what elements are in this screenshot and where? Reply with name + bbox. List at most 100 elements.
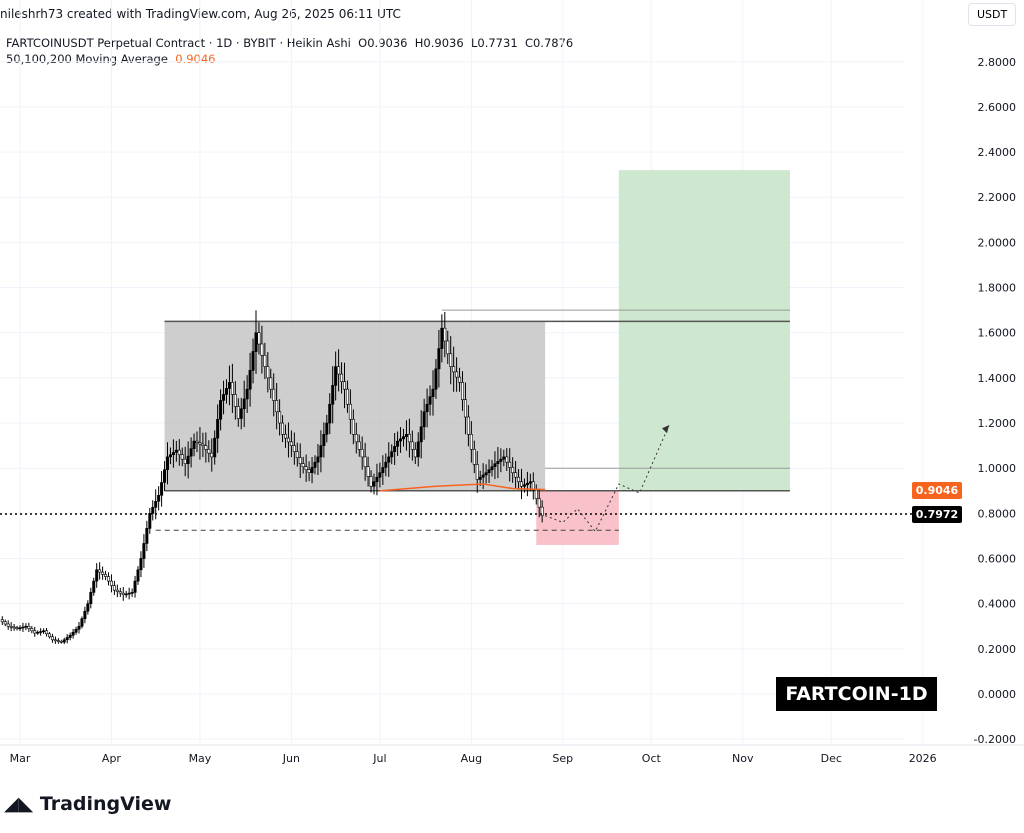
candle <box>446 340 450 355</box>
candle <box>298 457 302 464</box>
candle <box>437 348 441 370</box>
candle <box>18 627 22 630</box>
ma-label: 50,100,200 Moving Average <box>6 52 168 66</box>
currency-button[interactable]: USDT <box>968 3 1017 26</box>
candle <box>310 467 314 474</box>
candle <box>278 411 282 424</box>
candle <box>183 458 187 464</box>
candle <box>404 434 408 437</box>
candle <box>15 627 19 630</box>
candle <box>171 452 175 455</box>
candle <box>3 621 7 625</box>
candle <box>47 633 51 638</box>
candle <box>239 408 243 419</box>
candle <box>514 472 518 478</box>
candle <box>109 580 113 586</box>
candle <box>0 619 4 623</box>
candle <box>86 603 90 612</box>
candle <box>174 449 178 453</box>
y-tick-label: 0.6000 <box>978 553 1017 566</box>
symbol-legend[interactable]: FARTCOINUSDT Perpetual Contract · 1D · B… <box>6 36 573 50</box>
candle <box>157 494 161 502</box>
candle <box>428 396 432 405</box>
candle <box>342 381 346 390</box>
candle <box>257 332 261 345</box>
candle <box>24 625 28 628</box>
projection-arrowhead <box>662 425 669 434</box>
candle <box>325 422 329 435</box>
candle <box>425 403 429 413</box>
candle <box>522 484 526 487</box>
candle <box>133 580 137 593</box>
candle <box>387 456 391 463</box>
candle <box>348 403 352 420</box>
candle <box>331 385 335 405</box>
candle <box>508 461 512 468</box>
candle <box>496 461 500 464</box>
candle <box>142 543 146 559</box>
candle <box>198 442 202 445</box>
candle <box>127 592 131 595</box>
candle <box>316 456 320 463</box>
candle <box>56 640 60 642</box>
candle <box>463 399 467 418</box>
candle <box>531 481 535 491</box>
candle <box>118 591 122 594</box>
candle <box>366 466 370 477</box>
candle <box>42 630 46 633</box>
candle <box>248 370 252 390</box>
candle <box>62 639 66 643</box>
candle <box>499 458 503 462</box>
candle <box>272 388 276 401</box>
candle <box>92 580 96 593</box>
candle <box>160 482 164 496</box>
candle <box>275 400 279 413</box>
candle <box>89 592 93 604</box>
candle <box>517 476 521 483</box>
candle <box>124 593 128 596</box>
candle <box>345 388 349 405</box>
candle <box>416 441 420 458</box>
candle <box>478 476 482 480</box>
candle <box>68 634 72 638</box>
candle <box>45 630 49 635</box>
candle <box>112 585 116 591</box>
candle <box>490 466 494 471</box>
x-tick-label: Apr <box>102 752 122 765</box>
candle <box>6 623 10 627</box>
x-tick-label: May <box>189 752 212 765</box>
candle <box>466 416 470 435</box>
y-tick-label: 1.4000 <box>978 372 1017 385</box>
candle <box>540 506 544 516</box>
candle <box>130 592 134 594</box>
candle <box>458 376 462 383</box>
candle <box>460 382 464 401</box>
candle <box>375 476 379 483</box>
candle <box>340 373 344 382</box>
candle <box>216 418 220 439</box>
candle <box>354 434 358 443</box>
candle <box>369 476 373 487</box>
y-tick-label: 1.6000 <box>978 327 1017 340</box>
candle <box>413 449 417 458</box>
candle <box>33 630 37 634</box>
candle <box>166 456 170 471</box>
candle <box>493 463 497 467</box>
candle <box>195 440 199 443</box>
candle <box>357 441 361 450</box>
logo-text: TradingView <box>39 793 172 815</box>
y-tick-label: 0.4000 <box>978 598 1017 611</box>
candle <box>163 469 167 483</box>
candle <box>201 443 205 446</box>
tradingview-logo: ◢◣ TradingView <box>4 793 171 815</box>
x-tick-label: Dec <box>821 752 842 765</box>
candle <box>236 406 240 419</box>
candle <box>292 445 296 452</box>
candle <box>393 446 397 452</box>
high-value: H0.9036 <box>414 36 464 50</box>
ma-legend[interactable]: 50,100,200 Moving Average 0.9046 <box>6 52 216 66</box>
candle <box>180 454 184 460</box>
candle <box>168 454 172 458</box>
y-tick-label: 2.4000 <box>978 146 1017 159</box>
